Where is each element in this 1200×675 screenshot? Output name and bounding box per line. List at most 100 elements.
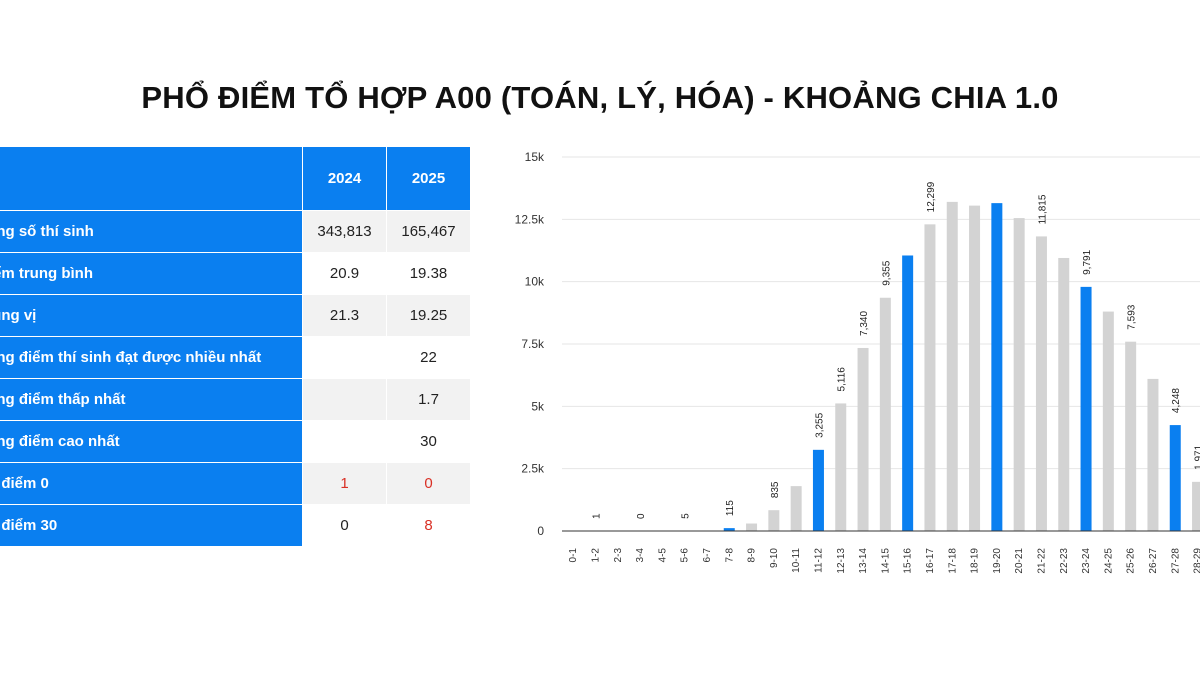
x-tick-label: 5-6 bbox=[680, 548, 691, 563]
bar bbox=[924, 224, 936, 531]
bar bbox=[835, 403, 847, 531]
data-label: 1,971 bbox=[1194, 444, 1200, 469]
header-2024: 2024 bbox=[302, 146, 387, 211]
data-label: 5,116 bbox=[837, 367, 848, 392]
data-label: 7,593 bbox=[1127, 304, 1138, 329]
data-label: 4,248 bbox=[1171, 388, 1182, 413]
header-label-cell bbox=[0, 146, 303, 211]
histogram-chart: 0 2.5k 5k 7.5k 10k 12.5k 15k 0-1 1-2 2-3 3-4 4-5 5-6… bbox=[515, 150, 1200, 574]
x-tick-label: 12-13 bbox=[836, 548, 847, 574]
x-tick-label: 9-10 bbox=[769, 548, 780, 568]
data-label: 0 bbox=[636, 513, 647, 519]
row-label: Tổng điểm cao nhất bbox=[0, 420, 303, 463]
y-tick-label: 2.5k bbox=[521, 462, 545, 476]
x-tick-label: 13-14 bbox=[858, 548, 869, 574]
table-row: Tổng số thí sinh 343,813 165,467 bbox=[0, 210, 471, 253]
bar bbox=[946, 201, 958, 531]
x-tick-label: 15-16 bbox=[903, 548, 914, 574]
table-header-row: 2024 2025 bbox=[0, 146, 471, 211]
row-label: Điểm trung bình bbox=[0, 252, 303, 295]
x-tick-label: 4-5 bbox=[657, 548, 668, 563]
value-2025: 19.38 bbox=[386, 252, 471, 295]
bar bbox=[902, 255, 914, 531]
x-tick-label: 1-2 bbox=[590, 548, 601, 563]
value-2024: 20.9 bbox=[302, 252, 387, 295]
x-tick-label: 18-19 bbox=[970, 548, 981, 574]
value-2024: 1 bbox=[302, 462, 387, 505]
x-tick-label: 22-23 bbox=[1059, 548, 1070, 574]
data-label: 835 bbox=[770, 481, 781, 498]
value-2025: 0 bbox=[386, 462, 471, 505]
y-tick-label: 10k bbox=[525, 275, 545, 289]
bar bbox=[1125, 341, 1137, 531]
value-2025: 8 bbox=[386, 504, 471, 547]
bar bbox=[812, 449, 824, 531]
row-label: Số điểm 30 bbox=[0, 504, 303, 547]
bar bbox=[879, 297, 891, 531]
row-label: Tổng điểm thấp nhất bbox=[0, 378, 303, 421]
x-tick-label: 2-3 bbox=[613, 548, 624, 563]
bar bbox=[1192, 481, 1200, 531]
value-2025: 19.25 bbox=[386, 294, 471, 337]
x-tick-label: 23-24 bbox=[1081, 548, 1092, 574]
x-tick-label: 27-28 bbox=[1170, 548, 1181, 574]
value-2025: 30 bbox=[386, 420, 471, 463]
table-row: Số điểm 30 0 8 bbox=[0, 504, 471, 547]
value-2024 bbox=[302, 336, 387, 379]
bar bbox=[723, 528, 735, 531]
table-row: Trung vị 21.3 19.25 bbox=[0, 294, 471, 337]
bar bbox=[857, 347, 869, 531]
data-label: 9,791 bbox=[1082, 249, 1093, 274]
bar bbox=[1058, 257, 1070, 531]
row-label: Trung vị bbox=[0, 294, 303, 337]
data-label: 5 bbox=[681, 513, 692, 519]
data-label: 3,255 bbox=[814, 412, 825, 437]
y-tick-label: 15k bbox=[525, 150, 545, 164]
x-tick-label: 21-22 bbox=[1036, 548, 1047, 574]
x-tick-label: 17-18 bbox=[947, 548, 958, 574]
x-tick-label: 7-8 bbox=[724, 548, 735, 563]
y-tick-label: 5k bbox=[531, 399, 545, 413]
x-tick-label: 6-7 bbox=[702, 548, 713, 563]
value-2024 bbox=[302, 378, 387, 421]
bar bbox=[1080, 286, 1092, 531]
bar bbox=[1169, 425, 1181, 531]
value-2024 bbox=[302, 420, 387, 463]
x-tick-label: 19-20 bbox=[992, 548, 1003, 574]
x-tick-label: 8-9 bbox=[747, 548, 758, 563]
y-tick-label: 12.5k bbox=[515, 212, 545, 226]
page-title: PHỔ ĐIỂM TỔ HỢP A00 (TOÁN, LÝ, HÓA) - KH… bbox=[141, 80, 1059, 115]
value-2024: 21.3 bbox=[302, 294, 387, 337]
bar bbox=[991, 203, 1003, 532]
stats-table: 2024 2025 Tổng số thí sinh 343,813 165,4… bbox=[0, 146, 471, 547]
data-label: 7,340 bbox=[859, 311, 870, 336]
x-tick-label: 25-26 bbox=[1126, 548, 1137, 574]
value-2024: 0 bbox=[302, 504, 387, 547]
x-tick-label: 24-25 bbox=[1103, 548, 1114, 574]
data-label: 1 bbox=[591, 513, 602, 519]
bar bbox=[1102, 311, 1114, 531]
bar bbox=[1035, 236, 1047, 531]
table-row: Số điểm 0 1 0 bbox=[0, 462, 471, 505]
x-tick-label: 3-4 bbox=[635, 548, 646, 563]
x-tick-label: 26-27 bbox=[1148, 548, 1159, 574]
x-tick-label: 10-11 bbox=[791, 548, 802, 573]
header-2025: 2025 bbox=[386, 146, 471, 211]
bar bbox=[768, 510, 780, 531]
table-row: Tổng điểm thí sinh đạt được nhiều nhất 2… bbox=[0, 336, 471, 379]
value-2025: 1.7 bbox=[386, 378, 471, 421]
bar bbox=[746, 523, 758, 531]
value-2025: 165,467 bbox=[386, 210, 471, 253]
table-row: Tổng điểm cao nhất 30 bbox=[0, 420, 471, 463]
row-label: Tổng điểm thí sinh đạt được nhiều nhất bbox=[0, 336, 303, 379]
row-label: Tổng số thí sinh bbox=[0, 210, 303, 253]
bar bbox=[790, 486, 802, 531]
data-label: 11,815 bbox=[1037, 194, 1048, 224]
x-tick-label: 28-29 bbox=[1193, 548, 1200, 574]
x-tick-label: 11-12 bbox=[813, 548, 824, 573]
x-tick-label: 16-17 bbox=[925, 548, 936, 574]
value-2025: 22 bbox=[386, 336, 471, 379]
x-tick-label: 20-21 bbox=[1014, 548, 1025, 574]
table-row: Tổng điểm thấp nhất 1.7 bbox=[0, 378, 471, 421]
bar bbox=[969, 205, 981, 531]
